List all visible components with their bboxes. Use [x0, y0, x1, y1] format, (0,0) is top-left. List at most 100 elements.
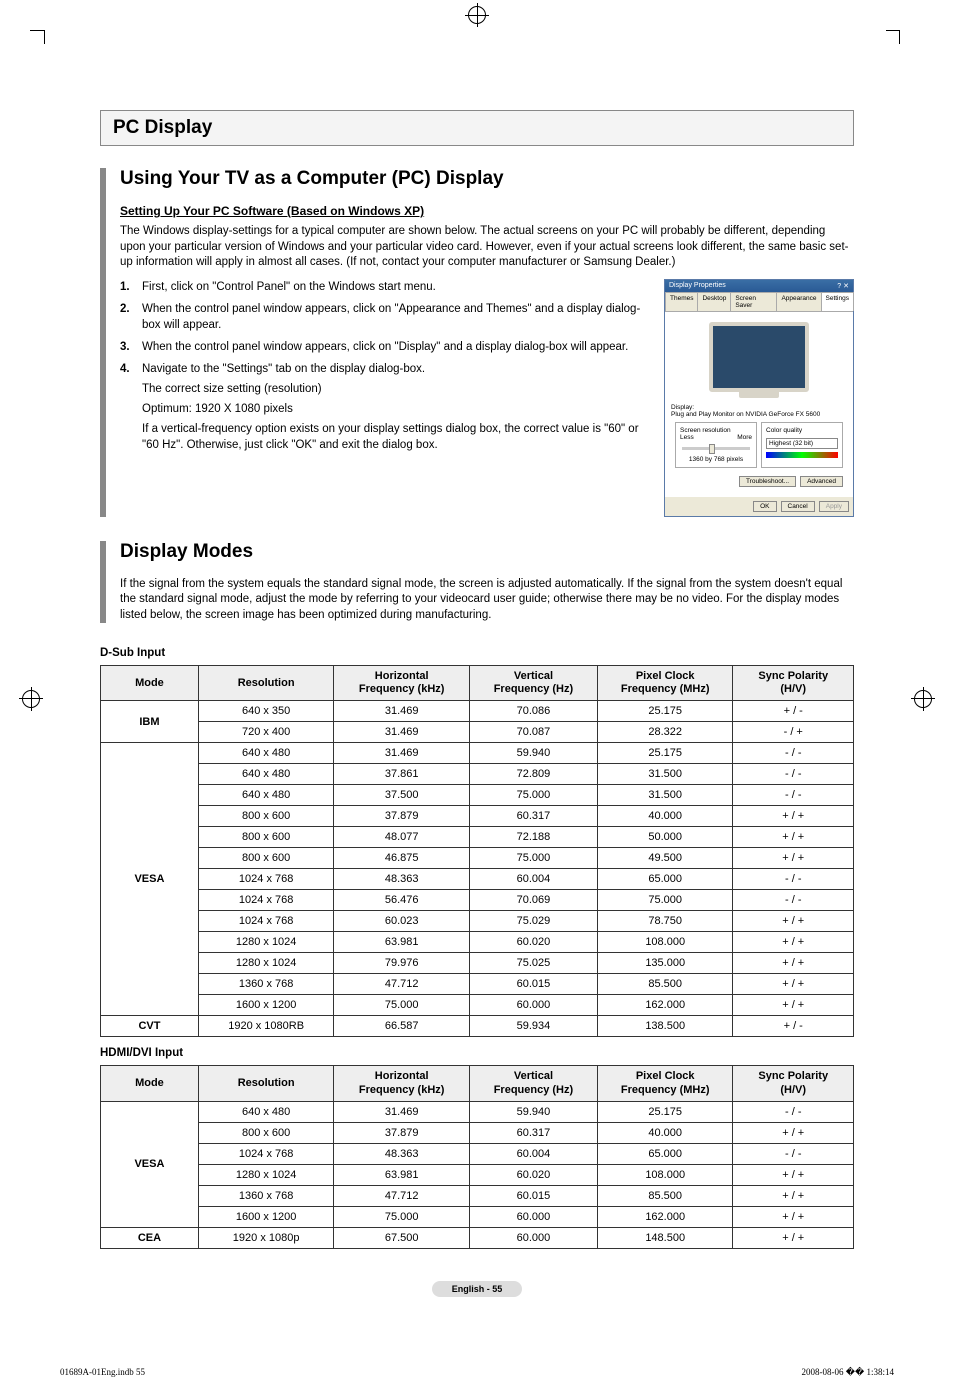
dsub-input-table: ModeResolutionHorizontalFrequency (kHz)V…: [100, 665, 854, 1037]
table-cell: 640 x 480: [198, 785, 334, 806]
intro-paragraph: The Windows display-settings for a typic…: [120, 224, 854, 271]
step-item: 3.When the control panel window appears,…: [120, 339, 650, 355]
table-cell: 135.000: [597, 953, 733, 974]
table-cell: 67.500: [334, 1227, 470, 1248]
table-cell: 72.809: [469, 764, 597, 785]
cancel-button: Cancel: [781, 501, 815, 512]
step-text: Navigate to the "Settings" tab on the di…: [142, 361, 650, 453]
table-cell: 60.000: [469, 995, 597, 1016]
table-cell: 49.500: [597, 848, 733, 869]
table-cell: 37.879: [334, 806, 470, 827]
table-row: 1024 x 76848.36360.00465.000- / -: [101, 869, 854, 890]
table-row: 800 x 60048.07772.18850.000+ / +: [101, 827, 854, 848]
table-row: CVT1920 x 1080RB66.58759.934138.500+ / -: [101, 1016, 854, 1037]
table-cell: 60.317: [469, 1122, 597, 1143]
table-cell: - / -: [733, 764, 854, 785]
display-value: Plug and Play Monitor on NVIDIA GeForce …: [671, 411, 847, 418]
table-row: 800 x 60037.87960.31740.000+ / +: [101, 1122, 854, 1143]
table2-label: HDMI/DVI Input: [100, 1047, 854, 1059]
table-cell: 78.750: [597, 911, 733, 932]
table-cell: 75.000: [469, 848, 597, 869]
mode-cell: VESA: [101, 1101, 199, 1227]
table-cell: 75.000: [597, 890, 733, 911]
display-modes-title: Display Modes: [120, 541, 854, 563]
step-number: 2.: [120, 301, 142, 333]
monitor-preview-icon: [709, 322, 809, 392]
table-cell: 37.500: [334, 785, 470, 806]
table-row: VESA640 x 48031.46959.94025.175- / -: [101, 1101, 854, 1122]
table-row: 1360 x 76847.71260.01585.500+ / +: [101, 1185, 854, 1206]
dialog-tabs: ThemesDesktopScreen SaverAppearanceSetti…: [665, 292, 853, 312]
table-header: VerticalFrequency (Hz): [469, 666, 597, 701]
table-cell: 85.500: [597, 1185, 733, 1206]
table-row: 1600 x 120075.00060.000162.000+ / +: [101, 995, 854, 1016]
resolution-value: 1360 by 768 pixels: [680, 456, 752, 463]
table-row: 640 x 48037.86172.80931.500- / -: [101, 764, 854, 785]
table-cell: 1920 x 1080RB: [198, 1016, 334, 1037]
table-cell: 60.317: [469, 806, 597, 827]
table-cell: 1600 x 1200: [198, 1206, 334, 1227]
dialog-tab: Desktop: [697, 292, 731, 311]
table-cell: + / +: [733, 1206, 854, 1227]
subsection-subhead: Setting Up Your PC Software (Based on Wi…: [120, 204, 854, 218]
step-subtext: The correct size setting (resolution): [142, 381, 650, 397]
table-cell: 47.712: [334, 974, 470, 995]
advanced-button: Advanced: [800, 476, 843, 487]
step-item: 4.Navigate to the "Settings" tab on the …: [120, 361, 650, 453]
table-cell: - / -: [733, 743, 854, 764]
table-cell: 37.879: [334, 1122, 470, 1143]
table-cell: 75.000: [469, 785, 597, 806]
display-modes-intro: If the signal from the system equals the…: [120, 577, 854, 624]
table-cell: 640 x 480: [198, 1101, 334, 1122]
table-cell: 60.020: [469, 932, 597, 953]
step-item: 2.When the control panel window appears,…: [120, 301, 650, 333]
dialog-tab: Settings: [821, 292, 855, 311]
step-item: 1.First, click on "Control Panel" on the…: [120, 279, 650, 295]
steps-list: 1.First, click on "Control Panel" on the…: [120, 279, 650, 454]
table-header: HorizontalFrequency (kHz): [334, 666, 470, 701]
table-cell: 800 x 600: [198, 806, 334, 827]
table-cell: 1360 x 768: [198, 974, 334, 995]
step-number: 4.: [120, 361, 142, 453]
table-cell: 48.363: [334, 1143, 470, 1164]
table-cell: 60.004: [469, 869, 597, 890]
table-cell: 75.025: [469, 953, 597, 974]
subsection-using-tv: Using Your TV as a Computer (PC) Display…: [100, 168, 854, 517]
mode-cell: VESA: [101, 743, 199, 1016]
table-cell: 1024 x 768: [198, 869, 334, 890]
table-cell: + / -: [733, 701, 854, 722]
table-row: CEA1920 x 1080p67.50060.000148.500+ / +: [101, 1227, 854, 1248]
mode-cell: CEA: [101, 1227, 199, 1248]
table-header: VerticalFrequency (Hz): [469, 1066, 597, 1101]
section-title: PC Display: [113, 117, 212, 138]
table-row: 720 x 40031.46970.08728.322- / +: [101, 722, 854, 743]
table-cell: 1280 x 1024: [198, 953, 334, 974]
step-subtext: Optimum: 1920 X 1080 pixels: [142, 401, 650, 417]
dialog-close-icons: ? ✕: [837, 282, 849, 290]
table-cell: 162.000: [597, 995, 733, 1016]
step-number: 3.: [120, 339, 142, 355]
table-cell: 72.188: [469, 827, 597, 848]
table-cell: 31.469: [334, 1101, 470, 1122]
table-cell: + / +: [733, 1227, 854, 1248]
step-text: When the control panel window appears, c…: [142, 301, 650, 333]
table-row: 800 x 60037.87960.31740.000+ / +: [101, 806, 854, 827]
ok-button: OK: [753, 501, 776, 512]
table-cell: - / -: [733, 1101, 854, 1122]
table-cell: + / +: [733, 995, 854, 1016]
table-cell: + / +: [733, 827, 854, 848]
table-cell: 108.000: [597, 932, 733, 953]
table-cell: + / +: [733, 806, 854, 827]
quality-value: Highest (32 bit): [766, 438, 838, 449]
table-cell: 31.500: [597, 785, 733, 806]
table-cell: 1024 x 768: [198, 890, 334, 911]
table-cell: 1360 x 768: [198, 1185, 334, 1206]
table-cell: 60.004: [469, 1143, 597, 1164]
table-cell: 37.861: [334, 764, 470, 785]
subsection-display-modes: Display Modes If the signal from the sys…: [100, 541, 854, 624]
page-content: PC Display Using Your TV as a Computer (…: [0, 20, 954, 1327]
table-cell: 31.500: [597, 764, 733, 785]
mode-cell: IBM: [101, 701, 199, 743]
hdmi-dvi-input-table: ModeResolutionHorizontalFrequency (kHz)V…: [100, 1065, 854, 1248]
table-cell: 31.469: [334, 701, 470, 722]
